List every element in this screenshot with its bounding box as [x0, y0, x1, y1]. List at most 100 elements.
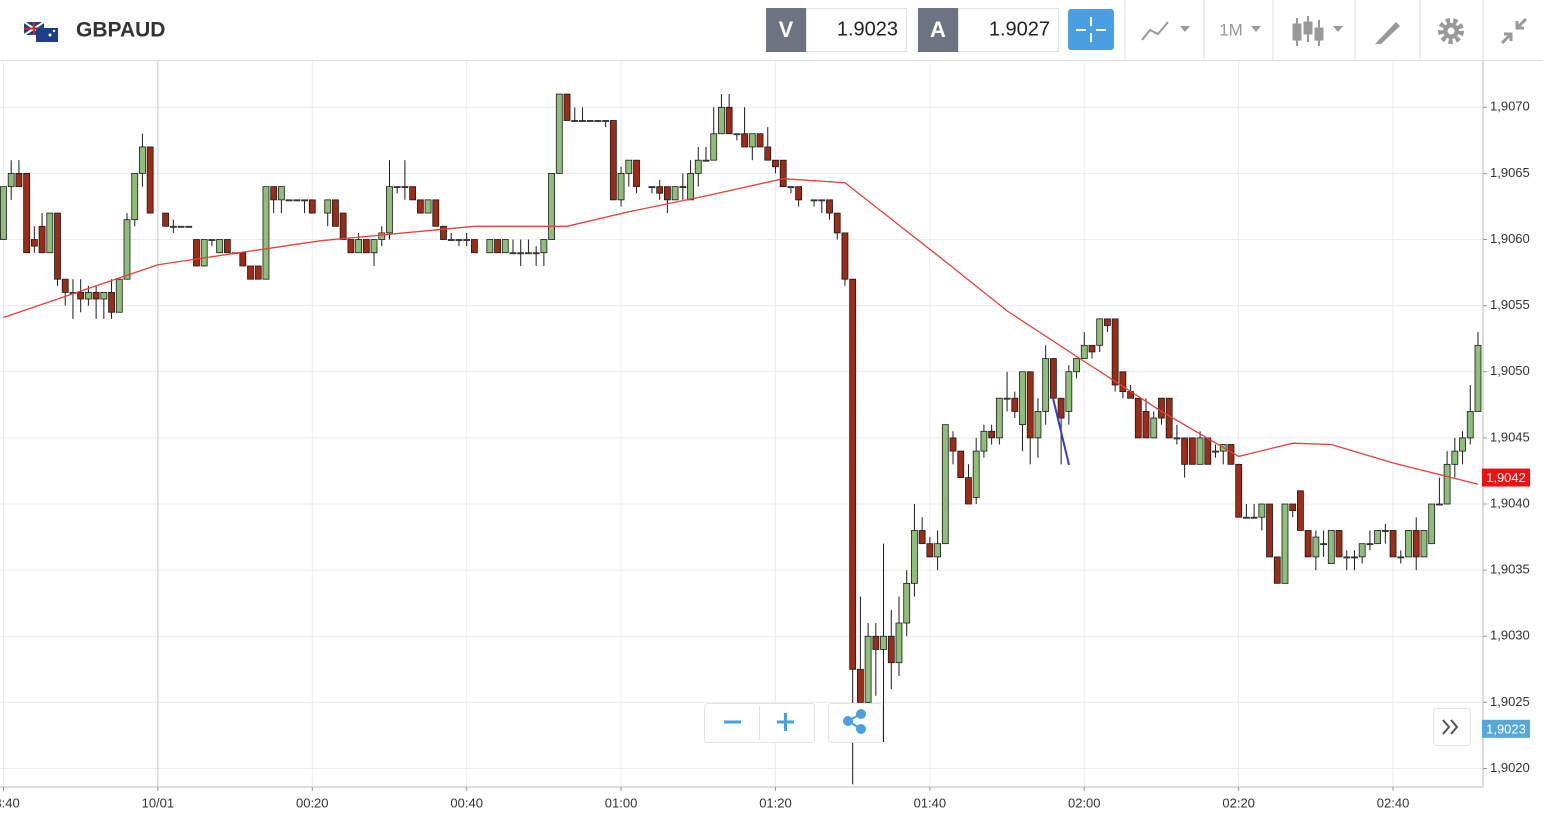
candle-body — [772, 159, 779, 168]
candle-body — [0, 186, 7, 240]
candle-body — [756, 133, 764, 148]
candle-body — [440, 225, 447, 240]
candle-body — [779, 159, 787, 188]
candle-body — [841, 232, 849, 280]
candle-body — [1073, 358, 1080, 373]
candle-body — [1142, 411, 1150, 439]
candle-body — [895, 622, 903, 664]
candles — [0, 93, 1482, 785]
overlay — [3, 178, 1479, 485]
candle-body — [1351, 556, 1358, 559]
timeframe-arrow — [1251, 26, 1261, 32]
axes: 1,9020 1,9025 1,9030 1,9035 1,9040 1,9045 1,90… — [0, 99, 1530, 810]
chart-type-button[interactable] — [1141, 21, 1190, 41]
x-tick-label: 23:40 — [0, 795, 20, 810]
zoom-in-button[interactable] — [777, 713, 794, 731]
collapse-button[interactable] — [1500, 17, 1528, 45]
candle-body — [200, 239, 208, 267]
settings-button[interactable] — [1438, 18, 1464, 44]
candle-body — [1412, 530, 1420, 558]
x-tick-label: 02:40 — [1377, 795, 1410, 810]
candle-body — [339, 212, 347, 240]
candle-body — [702, 159, 710, 162]
candle-body — [1196, 437, 1204, 465]
share-button[interactable] — [843, 709, 866, 734]
candle-body — [378, 232, 386, 240]
timeframe[interactable]: 1M — [1219, 20, 1243, 39]
candle-body — [671, 186, 679, 201]
moving-average — [3, 178, 1479, 485]
candle-body — [7, 173, 15, 188]
candle-body — [362, 239, 370, 254]
draw-button[interactable] — [1375, 22, 1400, 44]
candle-body — [1474, 344, 1482, 412]
candle-body — [1435, 503, 1443, 506]
price-tag-label: 1,9042 — [1486, 470, 1526, 485]
bid-label: V — [779, 17, 794, 42]
candle-body — [1158, 397, 1165, 419]
candle-body — [38, 225, 46, 254]
candle-body — [880, 635, 887, 650]
candle-body — [633, 159, 640, 188]
candle-body — [401, 186, 409, 189]
candles-button[interactable] — [1292, 16, 1343, 46]
candle-body — [718, 106, 725, 135]
x-tick-label: 00:40 — [450, 795, 483, 810]
candle-body — [509, 252, 517, 255]
candle-body — [725, 106, 733, 135]
candle-body — [833, 212, 841, 234]
candle-body — [409, 186, 417, 201]
candle-body — [795, 186, 803, 201]
candle-body — [911, 530, 918, 584]
candle-body — [826, 199, 833, 214]
candle-body — [586, 120, 594, 122]
candle-body — [1134, 397, 1142, 439]
candle-body — [131, 173, 139, 221]
candle-body — [193, 239, 200, 267]
scroll-right-button[interactable] — [1433, 708, 1471, 746]
toolbar-dividers — [1124, 0, 1484, 60]
candle-body — [818, 199, 826, 202]
candle-body — [61, 278, 69, 293]
candle-body — [501, 239, 509, 254]
candle-body — [856, 668, 864, 703]
candle-body — [185, 225, 193, 228]
candle-body — [92, 292, 100, 300]
candle-body — [525, 252, 532, 255]
candle-body — [1042, 358, 1050, 412]
candle-body — [46, 212, 54, 254]
candle-body — [270, 186, 278, 201]
y-tick-label: 1,9060 — [1490, 231, 1530, 246]
candle-body — [84, 292, 92, 300]
candle-body — [386, 186, 393, 234]
candle-body — [663, 186, 671, 201]
candle-body — [139, 146, 146, 174]
candle-body — [1088, 344, 1096, 353]
candle-body — [1428, 503, 1436, 545]
candle-body — [1049, 358, 1057, 399]
x-tick-label: 10/01 — [142, 795, 175, 810]
candle-body — [447, 239, 455, 241]
bid-price: 1.9023 — [837, 18, 898, 40]
candle-body — [1289, 503, 1297, 512]
candle-body — [1381, 530, 1389, 532]
scroll-right-icon — [1442, 719, 1459, 735]
candle-body — [687, 173, 694, 201]
candle-body — [301, 199, 308, 202]
candle-body — [108, 292, 115, 313]
candle-body — [555, 93, 563, 174]
candle-body — [918, 530, 926, 545]
bid-button[interactable] — [766, 8, 806, 52]
candle-body — [1443, 463, 1451, 505]
ask-button[interactable] — [918, 8, 958, 52]
x-tick-label: 01:20 — [759, 795, 792, 810]
candle-body — [100, 292, 108, 300]
candle-body — [1104, 318, 1111, 326]
crosshair-button[interactable] — [1068, 9, 1114, 50]
x-tick-label: 00:20 — [296, 795, 329, 810]
candle-body — [370, 239, 378, 254]
symbol: GBPAUD — [76, 19, 165, 42]
candle-body — [741, 133, 748, 148]
candle-body — [1065, 371, 1073, 412]
share-box — [828, 703, 883, 743]
